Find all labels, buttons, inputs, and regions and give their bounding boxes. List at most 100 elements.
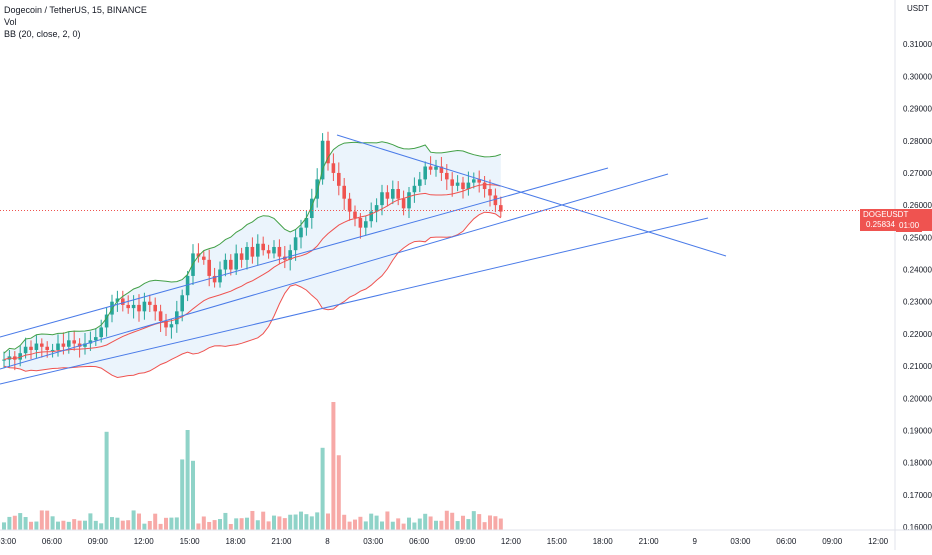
- candle-body: [29, 346, 33, 350]
- volume-bar: [191, 460, 195, 530]
- candle-body: [115, 298, 120, 302]
- volume-bar: [282, 518, 287, 530]
- volume-bar: [461, 515, 465, 530]
- candle-body: [137, 304, 141, 312]
- price-tick-label: 0.18000: [903, 459, 932, 468]
- candle-body: [61, 343, 66, 347]
- volume-bar: [434, 520, 438, 530]
- volume-bar: [110, 517, 114, 530]
- time-tick-label: 18:00: [226, 537, 247, 546]
- volume-bar: [77, 520, 82, 530]
- volume-bar: [266, 521, 271, 530]
- symbol-title[interactable]: Dogecoin / TetherUS, 15, BINANCE: [4, 5, 147, 15]
- candle-body: [304, 218, 309, 228]
- current-price-symbol: DOGEUSDT: [863, 210, 909, 219]
- trendline[interactable]: [336, 134, 727, 257]
- volume-bar: [83, 520, 87, 530]
- volume-bar: [358, 516, 363, 530]
- candle-body: [99, 327, 103, 338]
- volume-bar: [304, 514, 309, 530]
- bollinger-bands-label[interactable]: BB (20, close, 2, 0): [4, 29, 81, 39]
- time-tick-label: 21:00: [639, 537, 660, 546]
- time-tick-label: 06:00: [776, 537, 797, 546]
- candle-body: [272, 246, 276, 254]
- price-tick-label: 0.19000: [903, 426, 932, 435]
- volume-bar: [326, 513, 330, 530]
- volume-bar: [218, 519, 222, 530]
- volume-bar: [23, 517, 28, 530]
- volume-bar: [185, 430, 190, 530]
- time-tick-label: 09:00: [822, 537, 843, 546]
- candle-body: [331, 163, 336, 173]
- volume-bar: [498, 518, 503, 530]
- price-tick-label: 0.20000: [903, 394, 932, 403]
- bb-basis-line[interactable]: [3, 183, 501, 361]
- trendline[interactable]: [0, 217, 709, 385]
- candle-body: [153, 304, 157, 312]
- volume-bar: [444, 510, 449, 530]
- trendline[interactable]: [0, 167, 609, 338]
- volume-bar: [164, 517, 168, 530]
- candle-body: [412, 185, 417, 193]
- price-tick-label: 0.27000: [903, 169, 932, 178]
- price-tick-label: 0.23000: [903, 298, 932, 307]
- time-tick-label: 18:00: [593, 537, 614, 546]
- volume-bar: [212, 520, 217, 530]
- candle-body: [229, 259, 233, 270]
- volume-bar: [288, 514, 293, 530]
- candle-body: [401, 198, 406, 209]
- candle-body: [234, 253, 238, 270]
- bb-lower-line[interactable]: [3, 211, 502, 379]
- candle-body: [428, 166, 433, 170]
- time-tick-label: 9: [693, 537, 698, 546]
- candle-body: [499, 205, 503, 212]
- volume-bar: [207, 521, 212, 530]
- candle-body: [223, 259, 228, 270]
- price-tick-label: 0.22000: [903, 330, 932, 339]
- trendline[interactable]: [0, 173, 669, 370]
- candle-body: [180, 295, 184, 312]
- volume-indicator-label[interactable]: Vol: [4, 17, 17, 27]
- volume-bar: [29, 521, 33, 530]
- candle-body: [13, 356, 17, 360]
- volume-bar: [342, 514, 347, 530]
- candle-body: [50, 349, 55, 351]
- price-tick-label: 0.28000: [903, 137, 932, 146]
- volume-bar: [385, 511, 390, 530]
- volume-bar: [120, 520, 125, 530]
- candle-body: [88, 340, 93, 344]
- volume-bar: [277, 516, 282, 530]
- time-tick-label: 09:00: [88, 537, 109, 546]
- price-tick-label: 0.29000: [903, 105, 932, 114]
- volume-bar: [380, 521, 384, 530]
- price-tick-label: 0.16000: [903, 523, 932, 532]
- candle-body: [299, 227, 303, 238]
- candle-body: [40, 343, 44, 347]
- time-tick-label: 15:00: [547, 537, 568, 546]
- volume-bar: [455, 521, 460, 530]
- candle-body: [250, 246, 255, 257]
- candle-body: [121, 298, 125, 305]
- candle-body: [104, 314, 109, 328]
- volume-bar: [169, 517, 174, 530]
- volume-bar: [104, 431, 109, 530]
- volume-bar: [174, 517, 179, 530]
- bb-upper-line[interactable]: [3, 141, 501, 354]
- candle-body: [482, 182, 487, 190]
- candle-body: [396, 189, 400, 199]
- volume-bar: [477, 514, 482, 530]
- price-tick-label: 0.30000: [903, 72, 932, 81]
- volume-bar: [147, 520, 152, 530]
- candle-body: [472, 179, 476, 183]
- candle-body: [434, 166, 438, 170]
- candle-body: [148, 301, 152, 305]
- volume-bar: [234, 518, 239, 530]
- volume-bar: [471, 511, 476, 530]
- price-tick-label: 0.24000: [903, 266, 932, 275]
- price-tick-label: 0.31000: [903, 40, 932, 49]
- volume-bar: [88, 513, 93, 530]
- volume-bar: [466, 519, 471, 530]
- candle-body: [207, 259, 211, 276]
